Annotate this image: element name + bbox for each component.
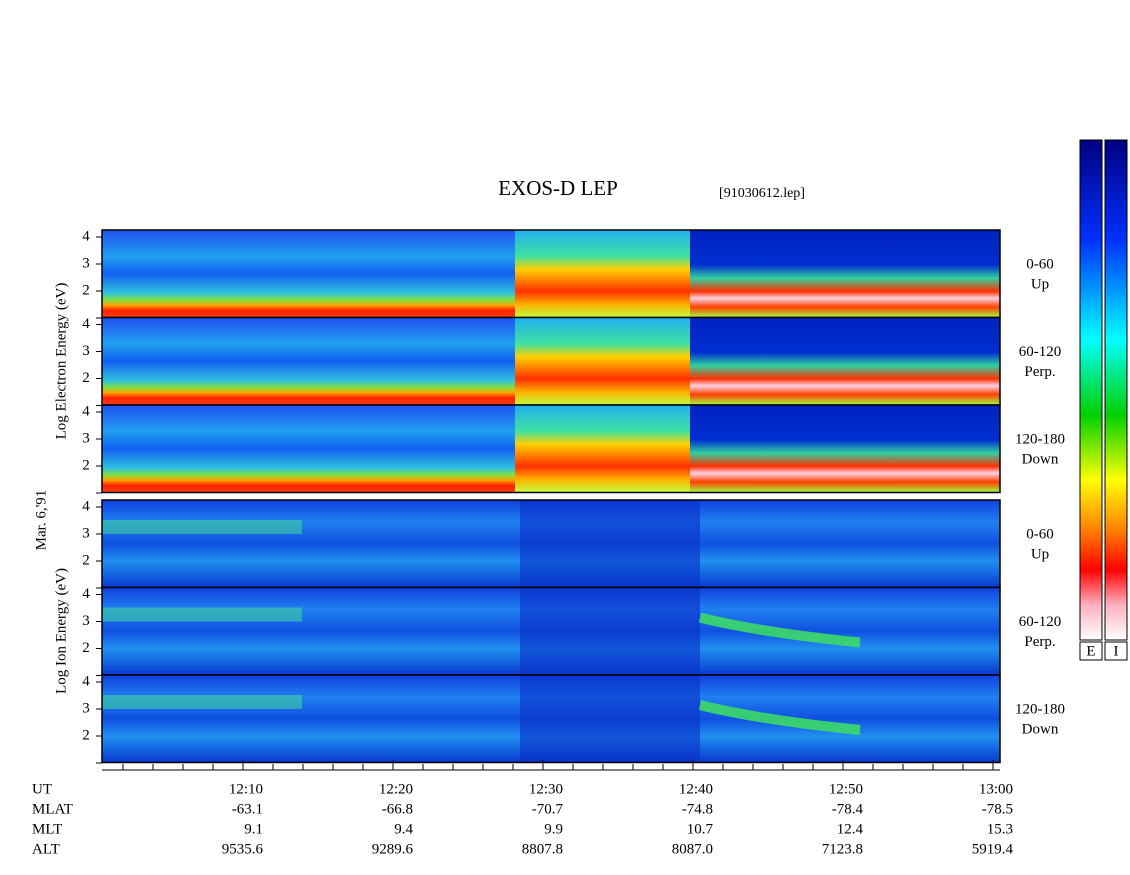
spectrogram (520, 587, 700, 675)
panel-range: 60-120 (1019, 344, 1062, 360)
spectrogram (520, 675, 700, 763)
row-value: -74.8 (682, 801, 713, 817)
y-tick-label: 3 (82, 343, 90, 359)
row-value: 8087.0 (672, 841, 713, 857)
y-tick-label: 4 (82, 228, 90, 244)
colorbar-label-box (1104, 641, 1128, 661)
row-value: 9.9 (544, 821, 563, 837)
row-value: 9535.6 (222, 841, 264, 857)
x-tick-label: 12:50 (829, 781, 863, 797)
y-tick-label: 4 (82, 673, 90, 689)
row-value: 10.7 (687, 821, 714, 837)
panel-range: 60-120 (1019, 614, 1062, 630)
y-tick-label: 4 (82, 586, 90, 602)
panel-direction: Up (1031, 546, 1049, 562)
row-value: -70.7 (532, 801, 564, 817)
x-tick-label: 13:00 (979, 781, 1013, 797)
row-value: 9.4 (394, 821, 413, 837)
spectrogram (515, 317, 690, 405)
spectrogram (515, 230, 690, 318)
row-label: ALT (32, 841, 60, 857)
row-value: 9289.6 (372, 841, 414, 857)
spectrogram (690, 317, 1000, 405)
colorbar (1079, 139, 1103, 641)
x-tick-label: 12:20 (379, 781, 413, 797)
colorbar-label-box (1079, 641, 1103, 661)
colorbar-label: E (1086, 643, 1095, 659)
y-tick-label: 2 (82, 370, 90, 386)
panel-direction: Down (1022, 721, 1059, 737)
x-tick-label: 12:10 (229, 781, 263, 797)
row-value: -78.5 (982, 801, 1013, 817)
spectrogram (102, 317, 515, 405)
y-tick-label: 2 (82, 282, 90, 298)
date: Mar. 6,'91 (33, 490, 49, 551)
row-value: 12.4 (837, 821, 864, 837)
axis-label: Log Ion Energy (eV) (53, 568, 69, 694)
title: EXOS-D LEP (498, 176, 618, 200)
panel-direction: Down (1022, 451, 1059, 467)
y-tick-label: 4 (82, 403, 90, 419)
panel-range: 120-180 (1015, 701, 1065, 717)
panel-range: 120-180 (1015, 431, 1065, 447)
y-tick-label: 2 (82, 727, 90, 743)
x-tick-label: 12:30 (529, 781, 563, 797)
spectrogram (102, 520, 302, 534)
row-value: -78.4 (832, 801, 864, 817)
axis-label: Log Electron Energy (eV) (53, 283, 69, 440)
spectrogram (102, 405, 515, 493)
row-value: 8807.8 (522, 841, 563, 857)
row-value: -63.1 (232, 801, 263, 817)
y-tick-label: 3 (82, 255, 90, 271)
y-tick-label: 4 (82, 498, 90, 514)
panel-direction: Perp. (1024, 634, 1055, 650)
y-tick-label: 4 (82, 316, 90, 332)
spectrogram (102, 230, 515, 318)
spectrogram (102, 695, 302, 709)
spectrogram (690, 230, 1000, 318)
y-tick-label: 2 (82, 552, 90, 568)
panel-range: 0-60 (1026, 256, 1054, 272)
row-value: 7123.8 (822, 841, 863, 857)
row-label: MLT (32, 821, 62, 837)
row-value: -66.8 (382, 801, 413, 817)
panel-frame (101, 674, 1001, 764)
panel-frame (101, 404, 1001, 494)
y-tick-label: 3 (82, 430, 90, 446)
panel-direction: Perp. (1024, 364, 1055, 380)
colorbar (1104, 139, 1128, 641)
row-label: UT (32, 781, 52, 797)
y-tick-label: 2 (82, 457, 90, 473)
spectrogram (698, 700, 861, 735)
spectrogram (515, 405, 690, 493)
colorbar-label: I (1114, 643, 1119, 659)
row-value: 5919.4 (972, 841, 1014, 857)
panel-direction: Up (1031, 276, 1049, 292)
spectrogram (102, 607, 302, 622)
spectrogram (690, 405, 1000, 493)
row-value: 9.1 (244, 821, 263, 837)
panel-range: 0-60 (1026, 526, 1054, 542)
y-tick-label: 3 (82, 700, 90, 716)
y-tick-label: 3 (82, 613, 90, 629)
x-tick-label: 12:40 (679, 781, 713, 797)
row-label: MLAT (32, 801, 73, 817)
y-tick-label: 2 (82, 640, 90, 656)
spectrogram (698, 612, 861, 648)
row-value: 15.3 (987, 821, 1013, 837)
file-name: [91030612.lep] (719, 186, 805, 201)
spectrogram (520, 500, 700, 588)
y-tick-label: 3 (82, 525, 90, 541)
